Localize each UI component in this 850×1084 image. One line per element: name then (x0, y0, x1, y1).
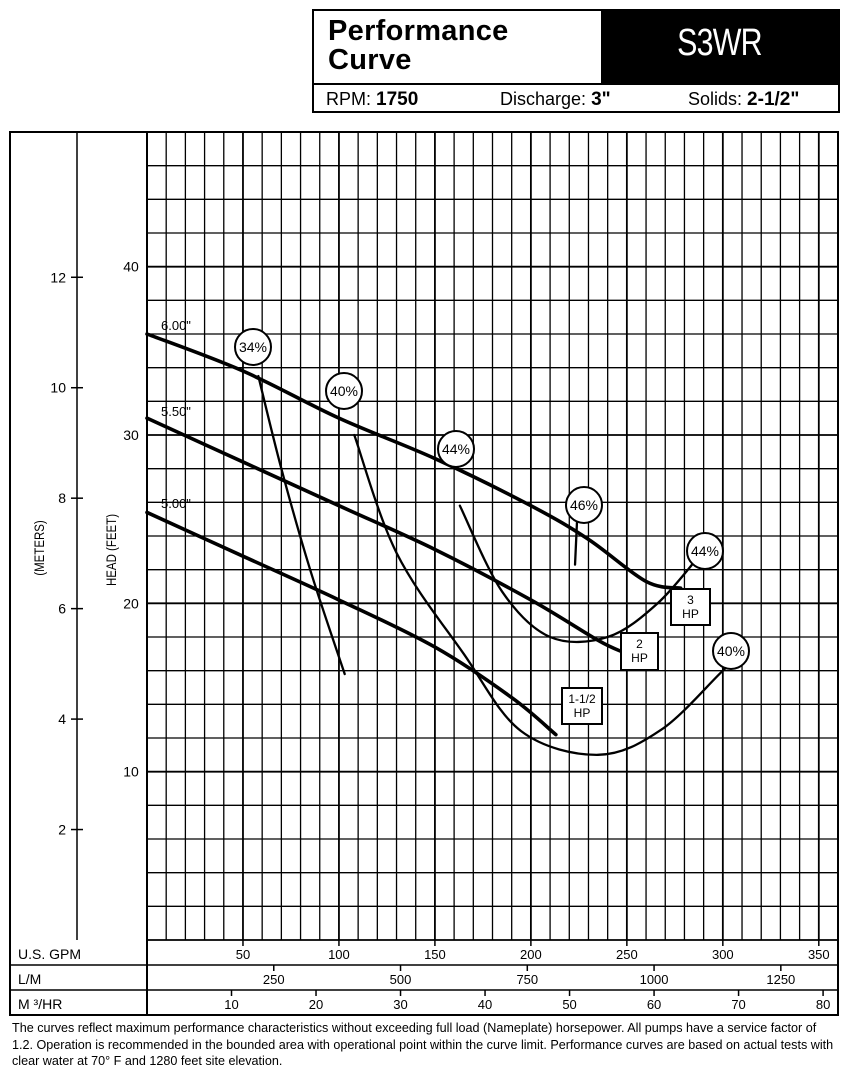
x-unit-label: U.S. GPM (18, 946, 81, 962)
efficiency-curve-44pct (458, 504, 703, 644)
rpm-spec: RPM: 1750 (326, 89, 418, 111)
x-tick-label: 200 (520, 947, 542, 962)
impeller-size-label: 6.00" (161, 318, 191, 333)
efficiency-curve-40pct (353, 433, 748, 756)
efficiency-label: 44% (442, 441, 470, 457)
impeller-size-label: 5.00" (161, 496, 191, 511)
x-tick-label: 50 (236, 947, 250, 962)
x-tick-label: 30 (393, 997, 407, 1012)
x-tick-label: 250 (263, 972, 285, 987)
efficiency-label-circle (325, 372, 363, 410)
y-tick-label-feet: 20 (123, 595, 139, 611)
x-tick-label: 100 (328, 947, 350, 962)
x-tick-label: 250 (616, 947, 638, 962)
discharge-spec: Discharge: 3" (500, 89, 611, 111)
title-line-1: Performance (328, 15, 509, 47)
solids-label: Solids: (688, 89, 743, 109)
chart-title: Performance Curve (328, 17, 509, 75)
x-tick-label: 350 (808, 947, 830, 962)
title-box: Performance Curve S3WR RPM: 1750 Dischar… (312, 9, 840, 113)
hp-box-value: 2 (636, 637, 643, 651)
title-line-2: Curve (328, 44, 412, 76)
y-tick-label-meters: 4 (58, 711, 66, 727)
impeller-size-label: 5.50" (161, 404, 191, 419)
efficiency-label: 40% (717, 643, 745, 659)
footnote: The curves reflect maximum performance c… (12, 1021, 834, 1068)
efficiency-label: 40% (330, 383, 358, 399)
x-tick-label: 750 (516, 972, 538, 987)
efficiency-label: 46% (570, 497, 598, 513)
x-tick-label: 1250 (766, 972, 795, 987)
model-name: S3WR (677, 22, 762, 64)
x-tick-label: 500 (390, 972, 412, 987)
x-tick-label: 1000 (640, 972, 669, 987)
efficiency-curve-34pct (257, 374, 346, 676)
y-tick-label-meters: 12 (50, 269, 66, 285)
efficiency-label-circle (437, 430, 475, 468)
rpm-value: 1750 (376, 89, 419, 110)
y-tick-label-meters: 10 (50, 380, 66, 396)
y-tick-label-feet: 10 (123, 764, 139, 780)
performance-chart: 10 20 30 40 2 4 6 8 10 12 HEAD (FEET) (METERS) U.S. … (9, 131, 839, 1016)
x-tick-label: 40 (478, 997, 492, 1012)
x-tick-label: 60 (647, 997, 661, 1012)
efficiency-label-circle (565, 486, 603, 524)
discharge-value: 3" (591, 89, 611, 110)
hp-box (670, 588, 711, 626)
rpm-label: RPM: (326, 89, 371, 109)
y-tick-label-meters: 8 (58, 490, 66, 506)
grid-lines (146, 131, 839, 941)
efficiency-label: 34% (239, 339, 267, 355)
x-unit-label: M ³/HR (18, 996, 62, 1012)
x-tick-label: 10 (224, 997, 238, 1012)
spec-row: RPM: 1750 Discharge: 3" Solids: 2-1/2" (314, 83, 838, 115)
hp-box-value: 3 (687, 593, 694, 607)
y-tick-label-feet: 30 (123, 427, 139, 443)
hp-box (620, 632, 659, 671)
y-tick-label-meters: 2 (58, 822, 66, 838)
efficiency-label-circle (686, 532, 724, 570)
solids-spec: Solids: 2-1/2" (688, 89, 799, 111)
hp-box (561, 687, 603, 725)
hp-box-unit: HP (631, 651, 648, 665)
hp-box-value: 1-1/2 (568, 692, 596, 706)
x-tick-label: 150 (424, 947, 446, 962)
x-unit-label: L/M (18, 971, 41, 987)
y-tick-label-meters: 6 (58, 601, 66, 617)
y-axis-title-secondary: (METERS) (31, 520, 47, 575)
x-tick-label: 80 (816, 997, 830, 1012)
y-tick-label-feet: 40 (123, 259, 139, 275)
x-tick-label: 300 (712, 947, 734, 962)
hp-box-unit: HP (574, 706, 591, 720)
solids-value: 2-1/2" (747, 89, 800, 110)
hp-box-unit: HP (682, 607, 699, 621)
x-tick-label: 70 (731, 997, 745, 1012)
x-tick-label: 20 (309, 997, 323, 1012)
y-axis-title: HEAD (FEET) (103, 514, 119, 586)
impeller-curve (145, 510, 558, 737)
model-badge: S3WR (601, 11, 838, 83)
x-tick-label: 50 (562, 997, 576, 1012)
impeller-curve (145, 416, 625, 654)
efficiency-label: 44% (691, 543, 719, 559)
efficiency-label-circle (712, 632, 750, 670)
efficiency-curve-46pct (573, 521, 579, 566)
efficiency-label-circle (234, 328, 272, 366)
discharge-label: Discharge: (500, 89, 587, 109)
